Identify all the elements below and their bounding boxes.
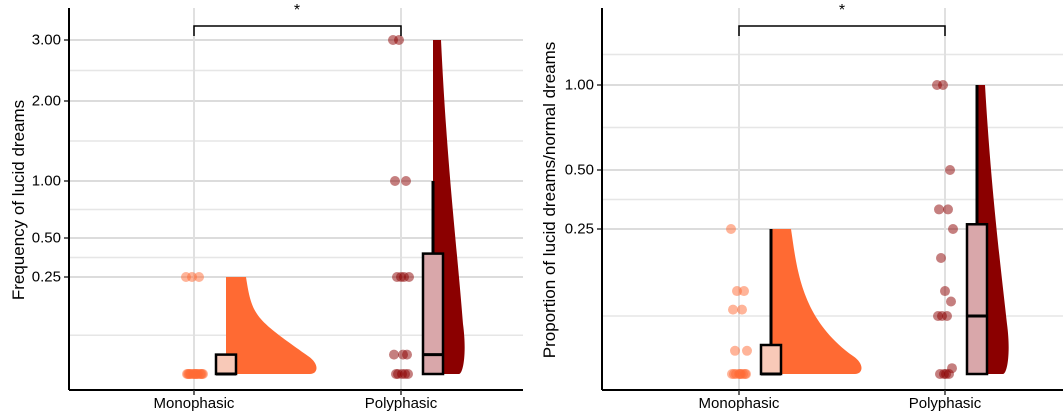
y-tick-label: 1.00	[31, 172, 61, 190]
y-axis-title: Proportion of lucid dreams/normal dreams	[540, 41, 559, 359]
data-point	[401, 176, 411, 186]
data-point	[737, 304, 747, 315]
chart-panel-proportion: Proportion of lucid dreams/normal dreams…	[531, 0, 1063, 417]
chart-proportion	[597, 8, 1063, 395]
data-point	[194, 272, 204, 282]
data-point	[940, 286, 950, 297]
data-point	[937, 311, 947, 321]
data-point	[742, 345, 752, 356]
box-iqr	[759, 343, 783, 376]
data-point	[188, 369, 198, 379]
y-tick-label: 3.00	[31, 31, 61, 49]
data-point	[732, 286, 742, 297]
y-tick-label: 0.25	[31, 268, 61, 286]
data-point	[394, 35, 404, 45]
data-point	[739, 286, 749, 297]
data-point	[728, 304, 738, 315]
data-point	[735, 369, 745, 379]
data-point	[187, 272, 197, 282]
y-tick-label: 0.25	[564, 220, 594, 238]
data-point	[938, 80, 948, 90]
data-point	[934, 204, 944, 215]
y-tick-label: 0.50	[31, 229, 61, 247]
data-point	[946, 296, 956, 307]
y-axis-title: Frequency of lucid dreams	[9, 99, 28, 301]
significance-bracket	[738, 25, 946, 36]
box-iqr	[421, 252, 445, 376]
data-point	[389, 349, 399, 360]
data-point	[948, 224, 958, 234]
box-iqr	[965, 223, 989, 376]
significance-marker: *	[838, 2, 846, 19]
data-point	[945, 165, 955, 175]
data-point	[939, 369, 949, 379]
data-point	[390, 176, 400, 186]
data-point	[198, 369, 208, 379]
x-tick-label: Polyphasic	[908, 395, 982, 412]
box-iqr	[214, 353, 238, 376]
significance-bracket	[193, 25, 402, 36]
chart-panel-frequency: Frequency of lucid dreams Monophasic Pol…	[0, 0, 531, 417]
y-tick-label: 2.00	[31, 92, 61, 110]
data-point	[398, 349, 408, 360]
data-point	[726, 224, 736, 234]
significance-marker: *	[293, 2, 301, 19]
data-point	[943, 204, 953, 215]
data-point	[396, 272, 406, 282]
x-tick-label: Monophasic	[698, 395, 780, 412]
data-point	[936, 253, 946, 263]
data-point	[730, 345, 740, 356]
violin-half	[226, 277, 317, 374]
chart-frequency	[64, 8, 523, 395]
violin-half	[771, 229, 862, 374]
x-tick-label: Monophasic	[153, 395, 235, 412]
data-point	[397, 369, 407, 379]
y-tick-label: 0.50	[564, 161, 594, 179]
y-tick-label: 1.00	[564, 76, 594, 94]
data-point	[404, 272, 414, 282]
x-tick-label: Polyphasic	[364, 395, 438, 412]
